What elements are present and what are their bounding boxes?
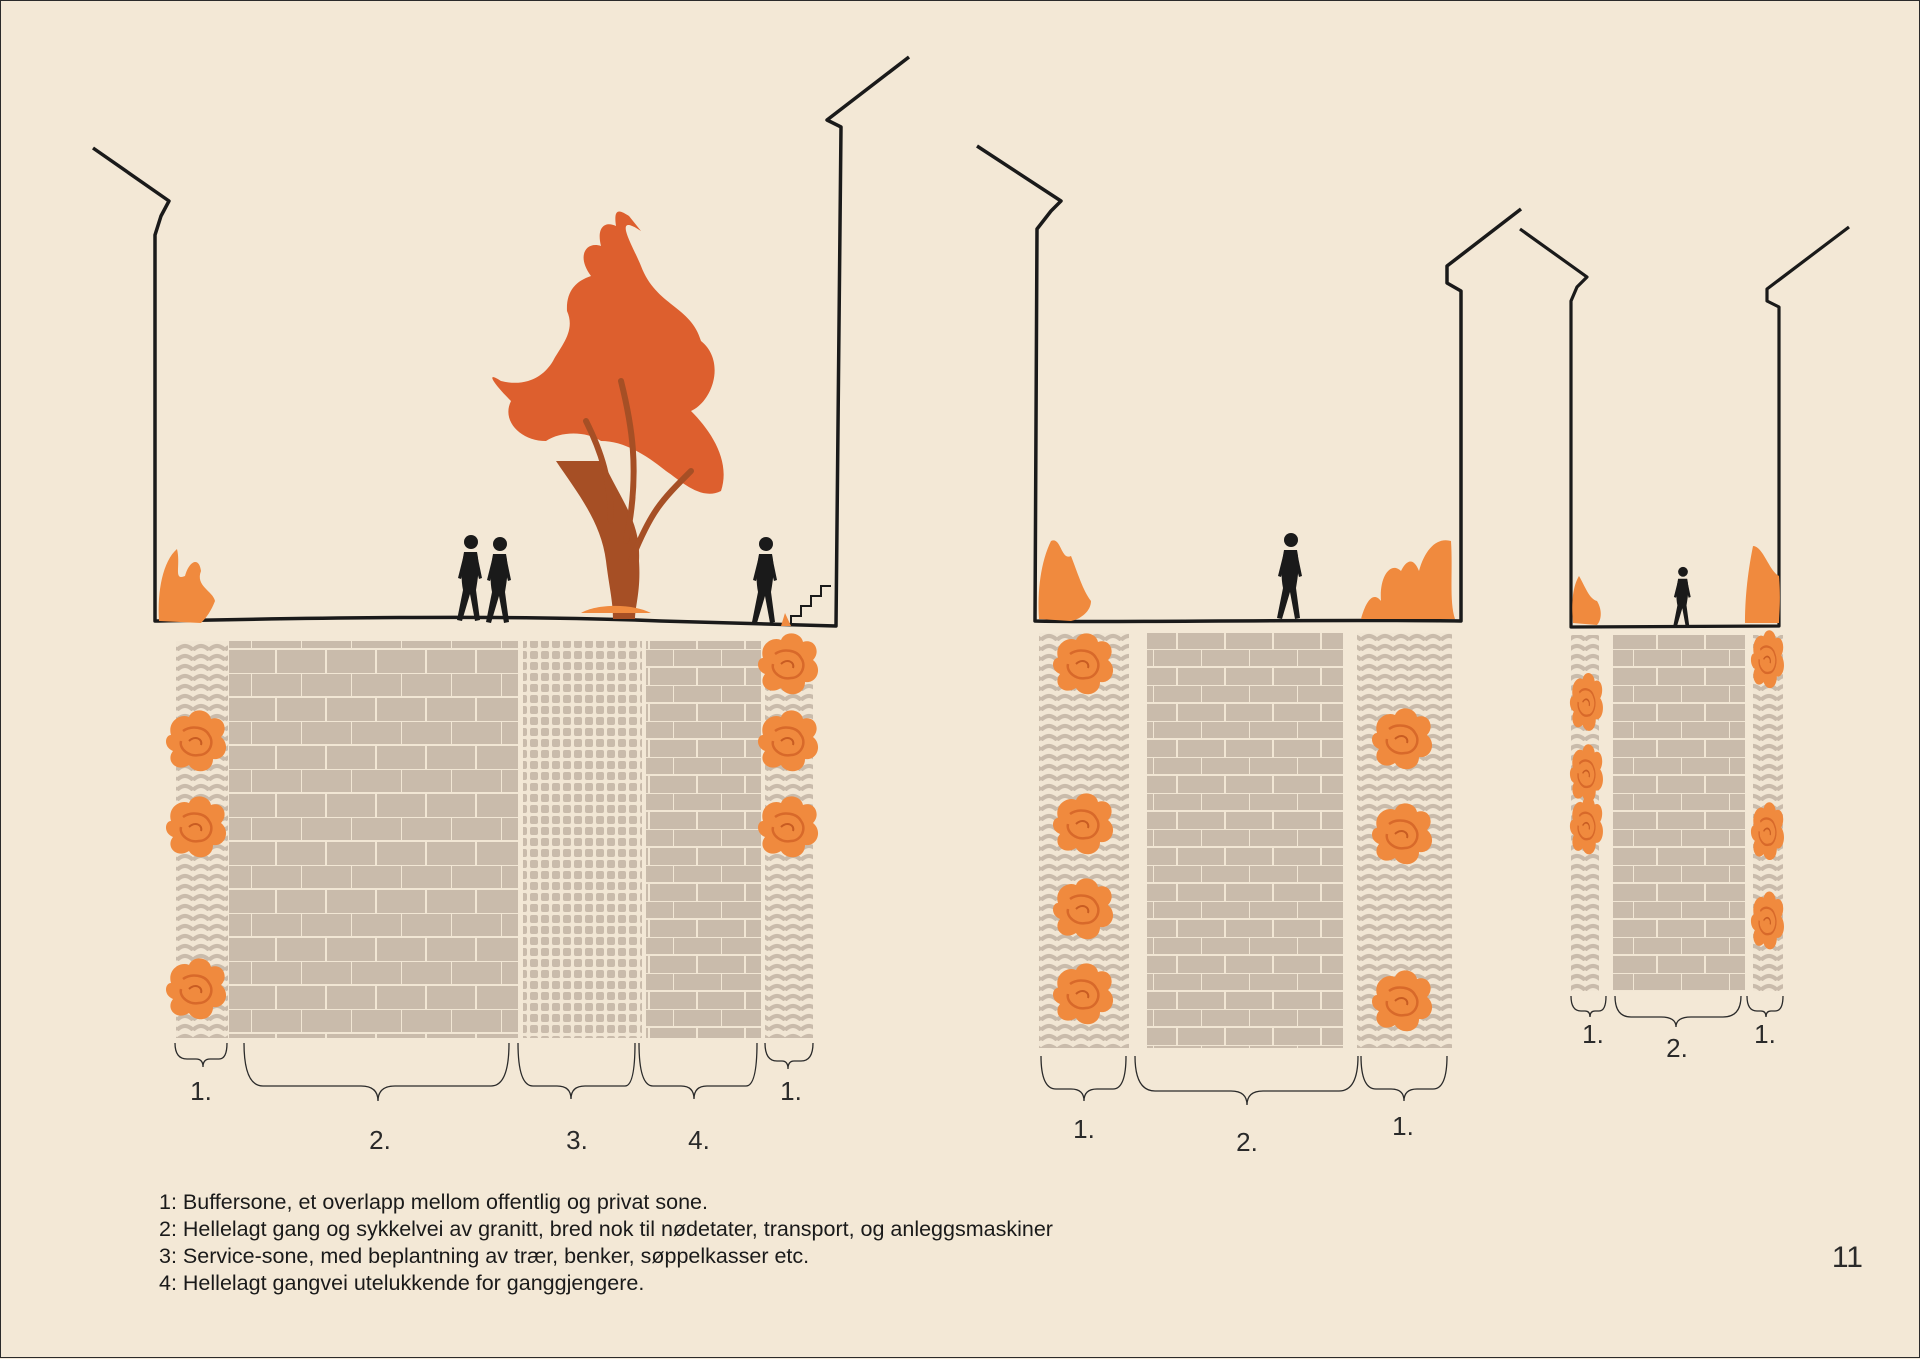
zone-braces bbox=[174, 1042, 814, 1102]
zone-braces bbox=[1570, 995, 1784, 1028]
zone-label: 1. bbox=[1073, 1114, 1095, 1144]
narrow-section bbox=[1519, 225, 1850, 1028]
flower-left-icon bbox=[1572, 576, 1601, 625]
zone-label: 2. bbox=[1666, 1033, 1688, 1063]
pedestrian-icon bbox=[486, 537, 511, 623]
legend: 1: Buffersone, et overlapp mellom offent… bbox=[159, 1189, 1053, 1297]
legend-item: 2: Hellelagt gang og sykkelvei av granit… bbox=[159, 1217, 1053, 1241]
legend-item: 1: Buffersone, et overlapp mellom offent… bbox=[159, 1190, 708, 1214]
flower-left-icon bbox=[158, 549, 215, 623]
zone-label: 1. bbox=[1392, 1111, 1414, 1141]
pedestrian-icon bbox=[1673, 566, 1691, 628]
wide-section bbox=[91, 55, 911, 1102]
flower-right-icon bbox=[781, 613, 791, 626]
zone-label: 1. bbox=[190, 1076, 212, 1106]
building-outline bbox=[1519, 225, 1850, 629]
walk-bike-paving bbox=[229, 641, 518, 1038]
flower-right-icon bbox=[1361, 540, 1455, 619]
walkway-paving bbox=[646, 641, 761, 1038]
medium-section bbox=[976, 144, 1523, 1106]
stair-icon bbox=[790, 585, 831, 626]
zone-label: 2. bbox=[369, 1125, 391, 1155]
zone-label: 2. bbox=[1236, 1127, 1258, 1157]
tree-icon bbox=[492, 211, 724, 619]
zone-label: 1. bbox=[780, 1076, 802, 1106]
legend-item: 3: Service-sone, med beplantning av trær… bbox=[159, 1244, 810, 1268]
service-zone-paving bbox=[523, 641, 642, 1038]
zone-label: 4. bbox=[688, 1125, 710, 1155]
pedestrian-icon bbox=[1277, 533, 1302, 619]
legend-item: 4: Hellelagt gangvei utelukkende for gan… bbox=[159, 1271, 645, 1295]
flower-right-icon bbox=[1745, 546, 1780, 623]
zone-label: 1. bbox=[1582, 1019, 1604, 1049]
zone-label: 1. bbox=[1754, 1019, 1776, 1049]
pedestrian-icon bbox=[752, 537, 777, 623]
walk-bike-paving bbox=[1613, 635, 1745, 991]
zone-label: 3. bbox=[566, 1125, 588, 1155]
page-number: 11 bbox=[1831, 1241, 1863, 1274]
walk-bike-paving bbox=[1147, 633, 1343, 1048]
building-outline bbox=[976, 144, 1523, 624]
flower-left-icon bbox=[1038, 540, 1091, 621]
zone-braces bbox=[1040, 1055, 1448, 1106]
pedestrian-icon bbox=[457, 535, 482, 621]
